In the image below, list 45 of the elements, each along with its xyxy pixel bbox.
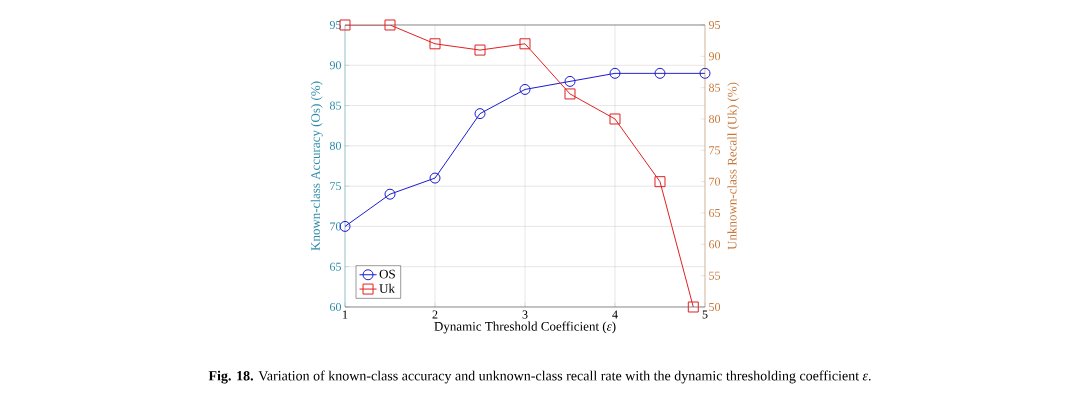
point	[474, 108, 486, 120]
y2-tick-label: 95	[708, 20, 721, 30]
y-axis-title: Known-class Accuracy (Os) (%)	[310, 81, 323, 251]
y2-tick-label: 50	[709, 302, 721, 312]
text: Fig. 18. Variation of known-class accuracy and unknown-class recall rate with the dynamic thresholding coefficient ε.	[208, 370, 871, 384]
point	[429, 38, 441, 50]
y2-axis-title: Unknown-class Recall (Uk) (%)	[727, 82, 740, 250]
point	[384, 188, 396, 200]
y-tick-label: 70	[330, 222, 342, 231]
y-tick-label: 90	[329, 61, 342, 70]
y-tick-label: 65	[329, 262, 342, 271]
y2-tick-label: 90	[708, 52, 721, 61]
point	[384, 19, 396, 31]
legend-label: Uk	[379, 283, 395, 293]
y2-tick-label: 85	[708, 83, 721, 92]
x-tick-label: 5	[702, 310, 708, 319]
point	[429, 172, 441, 184]
y2-tick-label: 55	[709, 271, 721, 280]
y2-tick-label: 65	[709, 208, 721, 218]
point	[564, 88, 576, 100]
point	[519, 38, 531, 50]
point	[699, 67, 711, 79]
legend-label: OS	[379, 269, 395, 279]
point	[609, 113, 621, 125]
y2-tick-label: 80	[708, 114, 721, 124]
point	[687, 301, 699, 313]
point	[564, 75, 576, 87]
y-tick-label: 80	[329, 141, 342, 150]
y2-tick-label: 70	[709, 177, 721, 186]
y-tick-label: 75	[330, 182, 342, 191]
x-tick-label: 3	[522, 310, 528, 319]
x-tick-label: 1	[343, 310, 348, 319]
point	[519, 83, 531, 95]
point	[609, 67, 621, 79]
y2-tick-label: 75	[709, 146, 721, 155]
y-tick-label: 95	[329, 20, 342, 30]
y-tick-label: 60	[329, 302, 342, 312]
x-axis-title: Dynamic Threshold Coefficient (ε)	[434, 321, 616, 334]
point	[474, 44, 486, 56]
point	[654, 67, 666, 79]
x-tick-label: 2	[432, 310, 438, 319]
point	[654, 176, 666, 188]
y-tick-label: 85	[329, 101, 342, 110]
y2-tick-label: 60	[709, 240, 721, 249]
x-tick-label: 4	[612, 310, 618, 319]
